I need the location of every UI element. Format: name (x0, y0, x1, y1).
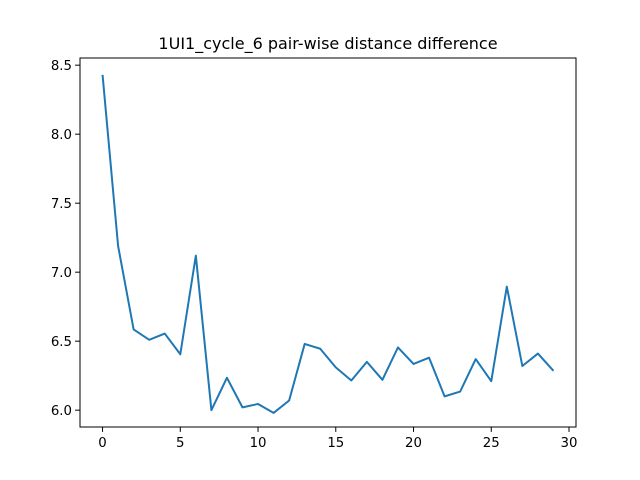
y-tick-label: 7.5 (51, 197, 72, 212)
y-tick-label: 6.0 (51, 404, 72, 419)
y-axis-ticks: 6.0 6.5 7.0 7.5 8.0 8.5 (51, 59, 80, 419)
x-tick-label: 10 (250, 436, 267, 451)
y-tick-label: 8.5 (51, 59, 72, 74)
x-tick-label: 30 (561, 436, 578, 451)
x-tick-label: 0 (98, 436, 106, 451)
y-tick-label: 8.0 (51, 128, 72, 143)
y-tick-label: 6.5 (51, 335, 72, 350)
plot-frame (79, 57, 577, 428)
x-axis-ticks: 0 5 10 15 20 25 30 (98, 427, 577, 451)
x-tick-label: 15 (327, 436, 344, 451)
y-tick-label: 7.0 (51, 266, 72, 281)
x-tick-label: 5 (176, 436, 184, 451)
series-line (101, 74, 555, 414)
x-tick-label: 25 (483, 436, 500, 451)
x-tick-label: 20 (405, 436, 422, 451)
chart-title: 1UI1_cycle_6 pair-wise distance differen… (158, 34, 497, 54)
